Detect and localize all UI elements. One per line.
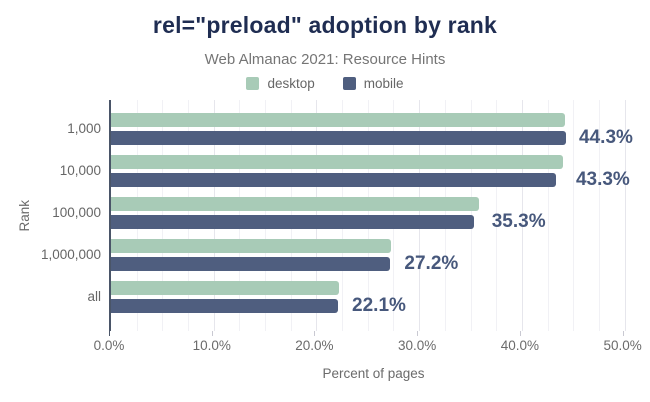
desktop-bar (111, 197, 479, 211)
legend-item-desktop[interactable]: desktop (246, 76, 315, 91)
legend-label: desktop (267, 76, 315, 91)
tick-mark (314, 331, 316, 336)
chart-title: rel="preload" adoption by rank (152, 12, 498, 38)
x-axis-title: Percent of pages (322, 366, 425, 381)
tick-label: 20.0% (295, 338, 334, 353)
mobile-bar (111, 131, 567, 145)
value-label: 27.2% (404, 253, 459, 274)
tick-label: 40.0% (500, 338, 539, 353)
bar-group-1000: 1,000 44.3% (67, 108, 640, 150)
mobile-bar (111, 173, 556, 187)
bar-group-all: all 22.1% (87, 276, 640, 318)
gridline (624, 100, 626, 331)
value-label: 22.1% (352, 295, 406, 316)
value-label: 44.3% (579, 127, 633, 148)
category-label: 10,000 (59, 163, 101, 178)
legend-item-mobile[interactable]: mobile (342, 76, 404, 91)
desktop-swatch-icon (246, 77, 260, 90)
category-label: 1,000 (67, 121, 101, 136)
tick-label: 30.0% (398, 338, 437, 353)
tick-label: 10.0% (192, 338, 231, 353)
tick-mark (417, 331, 419, 336)
tick-mark (109, 331, 110, 336)
bar-group-1000000: 1,000,000 27.2% (41, 234, 640, 276)
gridline (547, 100, 549, 331)
gridline (496, 100, 498, 331)
desktop-bar (111, 113, 565, 127)
category-label: all (87, 289, 101, 304)
gridline (521, 100, 523, 331)
value-label: 35.3% (491, 211, 546, 232)
mobile-bar (111, 257, 391, 271)
tick-label: 50.0% (603, 338, 642, 353)
mobile-swatch-icon (342, 77, 356, 90)
category-label: 100,000 (52, 205, 101, 220)
bar-group-100000: 100,000 35.3% (52, 192, 640, 234)
tick-label: 0.0% (93, 338, 125, 353)
bar-group-10000: 10,000 43.3% (60, 150, 640, 192)
tick-mark (211, 331, 213, 336)
chart-subtitle: Web Almanac 2021: Resource Hints (204, 51, 446, 68)
legend-label: mobile (363, 76, 404, 91)
plot-area: 1,000 44.3% 10,000 43.3% 100,000 35.3% 1,000,0… (41, 100, 640, 331)
category-label: 1,000,000 (40, 247, 101, 262)
gridline (573, 100, 575, 331)
desktop-bar (111, 155, 563, 169)
x-axis: 0.0% 10.0% 20.0% 30.0% 40.0% 50.0% (94, 331, 642, 359)
desktop-bar (111, 239, 392, 253)
tick-mark (519, 331, 521, 336)
tick-mark (622, 331, 624, 336)
desktop-bar (111, 281, 340, 295)
value-label: 43.3% (575, 169, 630, 190)
mobile-bar (111, 299, 338, 313)
gridline (598, 100, 600, 331)
mobile-bar (111, 215, 474, 229)
legend: desktop mobile (0, 76, 650, 91)
